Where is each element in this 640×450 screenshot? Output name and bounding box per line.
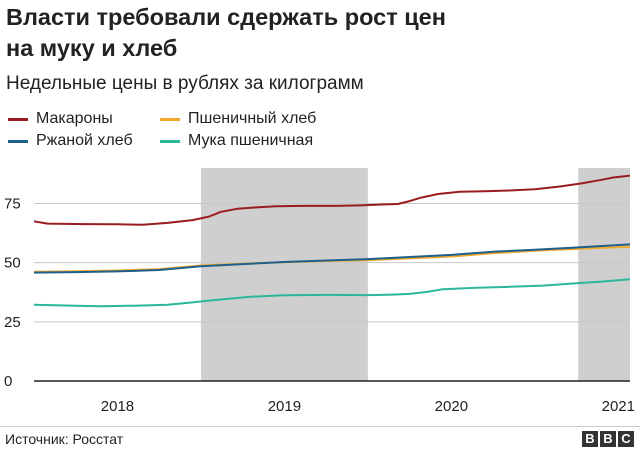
y-tick-label: 75 bbox=[4, 196, 21, 213]
legend-swatch-makarony bbox=[8, 117, 28, 121]
legend-item-wheat-bread: Пшеничный хлеб bbox=[160, 110, 316, 128]
bbc-logo-letter: C bbox=[618, 431, 634, 447]
x-tick-label: 2019 bbox=[268, 398, 301, 415]
series-line bbox=[33, 278, 631, 308]
shaded-period bbox=[578, 168, 630, 381]
line-chart: 0 25 50 75 2018 2019 2020 2021 bbox=[4, 168, 635, 415]
legend-label-wheat-bread: Пшеничный хлеб bbox=[188, 110, 317, 127]
bbc-logo: B B C bbox=[582, 431, 634, 447]
shaded-period bbox=[200, 168, 368, 381]
chart-title-line-1: Власти требовали сдержать рост цен bbox=[6, 4, 446, 30]
x-tick-label: 2020 bbox=[435, 398, 468, 415]
chart-subtitle: Недельные цены в рублях за килограмм bbox=[6, 73, 364, 94]
legend-label-makarony: Макароны bbox=[36, 110, 113, 127]
legend-swatch-wheat-bread bbox=[160, 117, 180, 121]
chart-title-line-2: на муку и хлеб bbox=[6, 35, 178, 61]
series-line bbox=[33, 174, 631, 226]
source-note: Источник: Росстат bbox=[5, 431, 124, 447]
legend: Макароны Пшеничный хлеб Ржаной хлеб Мука… bbox=[8, 110, 408, 154]
x-tick-label: 2021 bbox=[602, 398, 635, 415]
bbc-logo-letter: B bbox=[600, 431, 616, 447]
legend-item-rye-bread: Ржаной хлеб bbox=[8, 132, 133, 150]
legend-item-wheat-flour: Мука пшеничная bbox=[160, 132, 313, 150]
legend-swatch-wheat-flour bbox=[160, 139, 180, 143]
y-tick-label: 50 bbox=[4, 255, 21, 272]
y-tick-label: 25 bbox=[4, 314, 21, 331]
x-tick-label: 2018 bbox=[101, 398, 134, 415]
legend-swatch-rye-bread bbox=[8, 139, 28, 143]
y-tick-label: 0 bbox=[4, 373, 12, 390]
footer-divider bbox=[0, 426, 640, 427]
chart-title: Власти требовали сдержать рост цен на му… bbox=[6, 2, 606, 64]
legend-label-wheat-flour: Мука пшеничная bbox=[188, 132, 314, 149]
series-line bbox=[33, 243, 631, 274]
legend-label-rye-bread: Ржаной хлеб bbox=[36, 132, 133, 149]
bbc-logo-letter: B bbox=[582, 431, 598, 447]
legend-item-makarony: Макароны bbox=[8, 110, 113, 128]
